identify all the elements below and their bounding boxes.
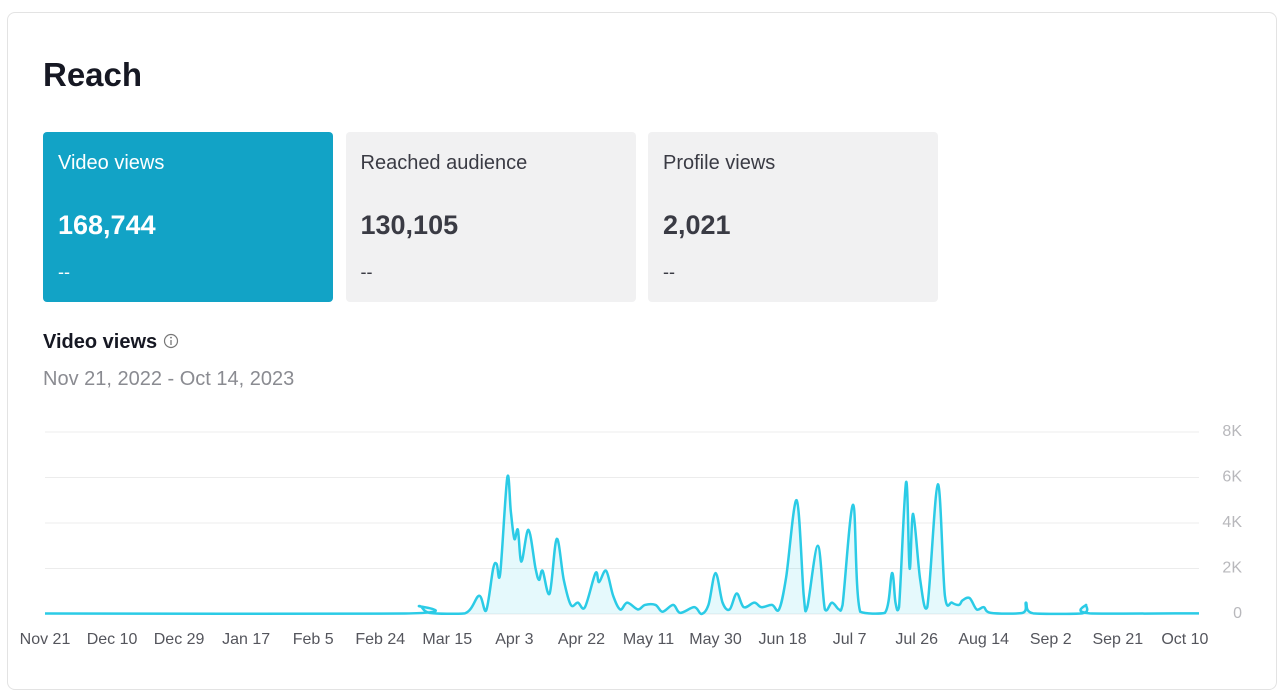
- x-tick-label: Apr 22: [558, 631, 605, 648]
- x-tick-label: Dec 29: [154, 631, 205, 648]
- card-label: Video views: [58, 152, 165, 174]
- y-tick-label: 6K: [1222, 469, 1242, 486]
- card-label: Profile views: [663, 152, 776, 174]
- y-tick-label: 2K: [1222, 560, 1242, 577]
- metric-card[interactable]: Reached audience 130,105 --: [345, 132, 636, 302]
- area: [45, 475, 1199, 614]
- x-tick-label: Feb 5: [293, 631, 334, 648]
- x-tick-label: Sep 21: [1092, 631, 1143, 648]
- info-icon[interactable]: [163, 333, 179, 349]
- card-value: 2,021: [663, 210, 731, 240]
- title: Reach: [43, 56, 143, 93]
- line: [44, 474, 1200, 616]
- chart-subtitle: Nov 21, 2022 - Oct 14, 2023: [43, 368, 295, 390]
- x-tick-label: Dec 10: [87, 631, 138, 648]
- x-tick-label: Apr 3: [495, 631, 533, 648]
- x-tick-label: Mar 15: [422, 631, 472, 648]
- metric-card[interactable]: Video views 168,744 --: [43, 132, 333, 302]
- x-tick-label: May 11: [623, 631, 674, 648]
- x-tick-label: Sep 2: [1030, 631, 1072, 648]
- card-label: Reached audience: [360, 152, 528, 174]
- y-tick-label: 8K: [1222, 423, 1242, 440]
- x-tick-label: Feb 24: [355, 631, 405, 648]
- card-value: 168,744: [58, 210, 156, 240]
- x-tick-label: Oct 10: [1161, 631, 1208, 648]
- x-tick-label: Nov 21: [20, 631, 71, 648]
- y-tick-label: 0: [1233, 605, 1242, 622]
- card-change: --: [360, 262, 373, 282]
- card-change: --: [663, 262, 675, 282]
- panel: [7, 12, 1277, 690]
- x-tick-label: Jul 7: [833, 631, 867, 648]
- card-change: --: [58, 262, 70, 282]
- chart-title-text: Video views: [43, 331, 158, 353]
- y-tick-label: 4K: [1222, 514, 1242, 531]
- x-tick-label: Jun 18: [759, 631, 807, 648]
- metric-card[interactable]: Profile views 2,021 --: [648, 132, 938, 302]
- chart-title: Video views: [43, 331, 179, 354]
- x-tick-label: Aug 14: [958, 631, 1009, 648]
- x-tick-label: Jan 17: [222, 631, 270, 648]
- x-tick-label: Jul 26: [895, 631, 938, 648]
- card-value: 130,105: [360, 210, 459, 240]
- x-tick-label: May 30: [689, 631, 742, 648]
